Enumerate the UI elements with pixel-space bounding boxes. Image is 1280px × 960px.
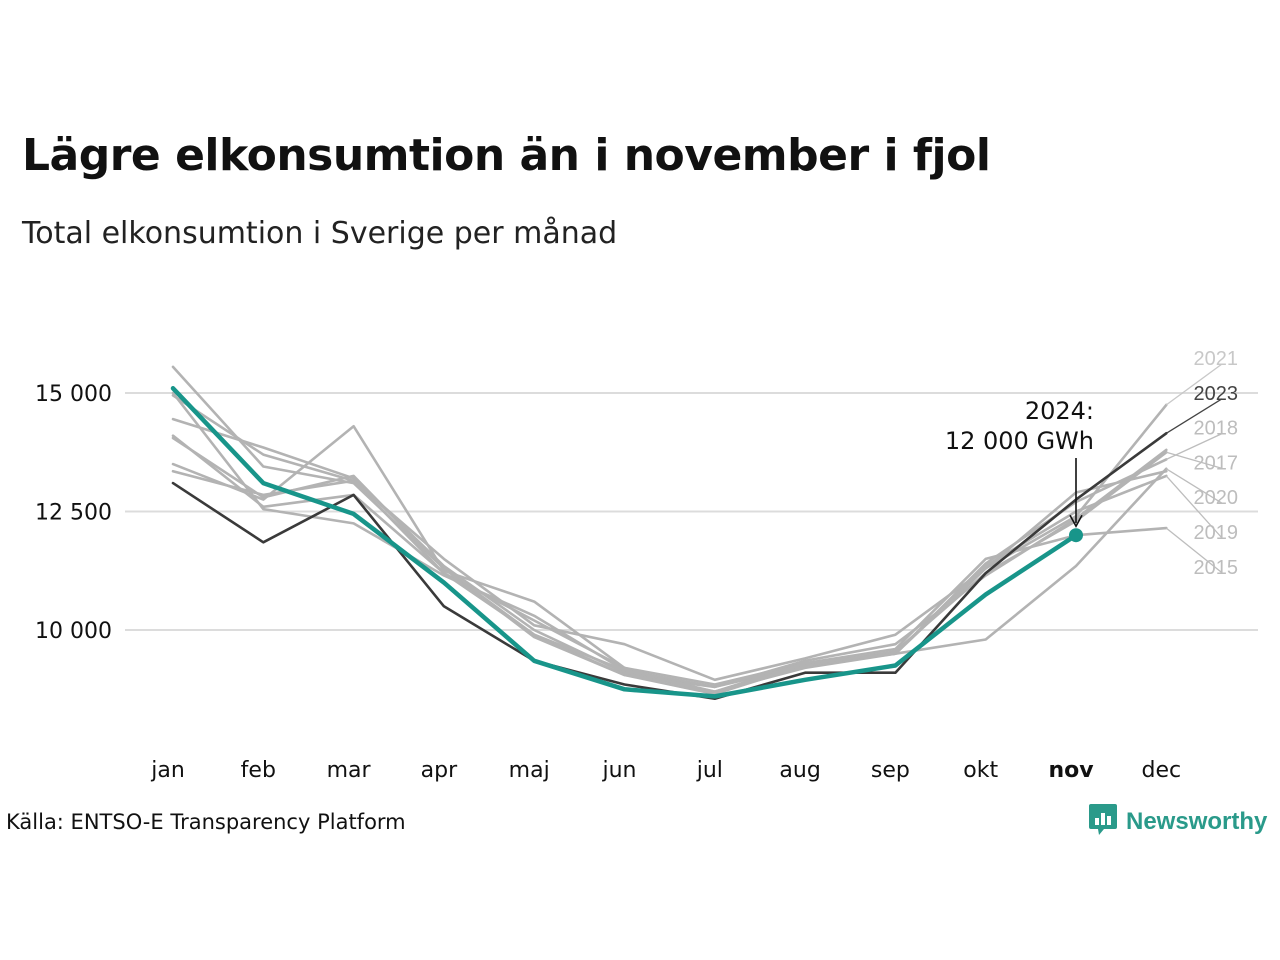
series-line-2022: [171, 391, 1168, 689]
x-tick-label: jun: [602, 758, 637, 783]
leader-line-2020: [1165, 468, 1223, 504]
x-tick-label: mar: [327, 758, 372, 783]
x-tick-label: nov: [1048, 758, 1094, 783]
series-line-2018: [171, 365, 1168, 696]
source-note: Källa: ENTSO-E Transparency Platform: [6, 810, 406, 834]
series-label-2018: 2018: [1194, 418, 1239, 440]
highlight-point: [1069, 528, 1083, 543]
series-label-2015: 2015: [1194, 557, 1239, 579]
y-tick-label: 10 000: [35, 619, 112, 644]
series-label-2017: 2017: [1194, 452, 1239, 474]
series-line-2017: [171, 434, 1168, 689]
x-tick-label: feb: [241, 758, 276, 783]
series-line-2020: [171, 424, 1168, 696]
series-label-2019: 2019: [1194, 522, 1239, 544]
x-tick-label: dec: [1141, 758, 1181, 783]
series-end-labels: 2021 2023 2018 2017 2020 2019 2015: [1165, 348, 1239, 579]
brand-name: Newsworthy: [1126, 808, 1268, 835]
series-line-2023: [171, 431, 1168, 701]
leader-line-2019: [1165, 475, 1223, 539]
annotation-arrowhead: [1069, 514, 1083, 528]
chart-subtitle: Total elkonsumtion i Sverige per månad: [22, 216, 618, 251]
x-tick-label: aug: [779, 758, 820, 783]
series-label-2021: 2021: [1194, 348, 1239, 370]
annotation-value: 12 000 GWh: [945, 427, 1094, 455]
leader-line-2015: [1165, 527, 1223, 574]
leader-line-2023: [1165, 398, 1223, 434]
chart-title: Lägre elkonsumtion än i november i fjol: [22, 130, 991, 181]
series-label-2020: 2020: [1194, 487, 1239, 509]
y-axis-ticks: 10 000 12 500 15 000: [35, 382, 112, 644]
x-tick-label: apr: [421, 758, 458, 783]
leader-line-2021: [1165, 363, 1223, 406]
newsworthy-logo-icon: [1088, 802, 1118, 842]
leader-line-2017: [1166, 451, 1223, 470]
x-axis-ticks: jan feb mar apr maj jun jul aug sep okt nov dec: [150, 758, 1181, 783]
brand-logo: Newsworthy: [1088, 802, 1267, 842]
x-tick-label: sep: [871, 758, 910, 783]
annotation-year: 2024:: [1025, 397, 1094, 425]
series-line-2024: [170, 386, 1079, 699]
x-tick-label: maj: [509, 758, 550, 783]
y-tick-label: 15 000: [35, 382, 112, 407]
x-tick-label: jan: [150, 758, 185, 783]
x-tick-label: okt: [963, 758, 998, 783]
annotation: 2024: 12 000 GWh: [945, 397, 1094, 528]
y-tick-label: 12 500: [35, 501, 112, 526]
series-label-2023: 2023: [1194, 383, 1239, 405]
gridlines: [125, 392, 1258, 631]
series-lines: [170, 365, 1168, 701]
x-tick-label: jul: [696, 758, 723, 783]
